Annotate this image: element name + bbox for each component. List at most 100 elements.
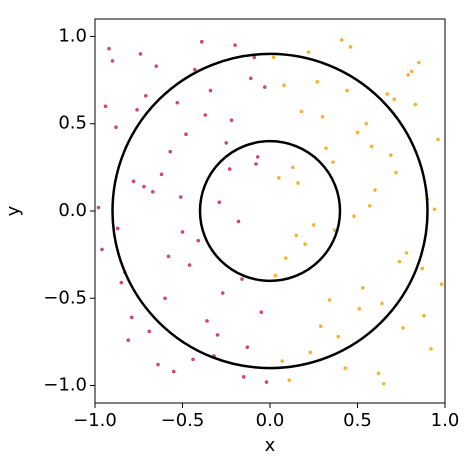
point [409,69,414,74]
point [381,382,386,386]
point [126,338,131,342]
x-tick-label: 1.0 [431,410,460,431]
point [248,76,253,81]
point [103,104,108,109]
point [413,102,418,107]
point [259,310,264,315]
point [439,282,444,287]
point [308,350,313,355]
point [100,247,104,252]
point [208,88,213,93]
point [154,64,159,68]
point [233,43,237,47]
point [215,333,220,337]
point [416,60,421,65]
point [163,296,167,301]
point [406,73,411,77]
point [271,55,276,60]
point [199,39,204,44]
point [282,83,286,88]
x-tick-label: 0.0 [256,410,285,431]
point [369,144,374,149]
point [429,347,433,351]
point [205,319,209,323]
point [262,85,267,89]
point [436,137,440,142]
point [290,165,295,170]
point [220,291,225,295]
point [217,200,222,205]
point [150,190,155,194]
point [184,132,188,136]
circle-outline [198,139,342,283]
point [336,334,341,339]
point [352,214,356,219]
point [303,242,307,246]
point [388,153,393,157]
point [135,107,139,112]
point [175,100,180,105]
point [115,226,120,231]
circle-outline [111,52,429,370]
y-tick-label: −1.0 [43,375,87,396]
point [332,228,337,232]
point [191,357,195,362]
point [355,130,360,135]
point [280,359,285,363]
point [422,313,426,318]
y-tick-label: −0.5 [43,287,87,308]
point [187,263,192,267]
point [404,251,409,255]
point [283,256,288,260]
point [264,380,269,384]
point [299,109,304,114]
point [245,345,250,349]
x-tick-label: −0.5 [161,410,205,431]
point [129,315,134,320]
point [254,162,258,166]
y-tick-label: 0.5 [58,113,87,134]
point [159,172,164,177]
x-tick-label: −1.0 [73,410,117,431]
point [192,67,197,72]
point [156,362,160,367]
point [171,369,176,374]
point [306,50,311,54]
plot-area [96,38,444,386]
x-axis-label: x [265,435,276,456]
point [315,80,320,84]
point [432,207,437,212]
point [119,280,124,285]
y-tick-label: 1.0 [58,25,87,46]
point [114,125,118,130]
point [252,55,257,60]
y-tick-label: 0.0 [58,200,87,221]
point [320,114,325,119]
point [318,324,323,329]
point [311,223,316,227]
y-axis-label: y [3,205,24,216]
point [240,277,244,281]
point [224,141,229,145]
x-tick-label: 0.5 [343,410,372,431]
point [138,52,143,56]
point [287,378,292,383]
point [385,92,390,96]
point [367,203,372,208]
point [348,45,353,49]
point [203,113,208,117]
point [420,266,425,271]
point [294,233,299,238]
point [376,371,381,376]
point [392,97,397,102]
point [397,259,402,264]
point [276,176,281,180]
point [357,306,362,311]
point [168,149,173,154]
point [110,59,115,63]
point [339,38,344,42]
point [143,94,148,98]
point [229,118,234,123]
point [255,155,260,159]
point [360,286,365,290]
